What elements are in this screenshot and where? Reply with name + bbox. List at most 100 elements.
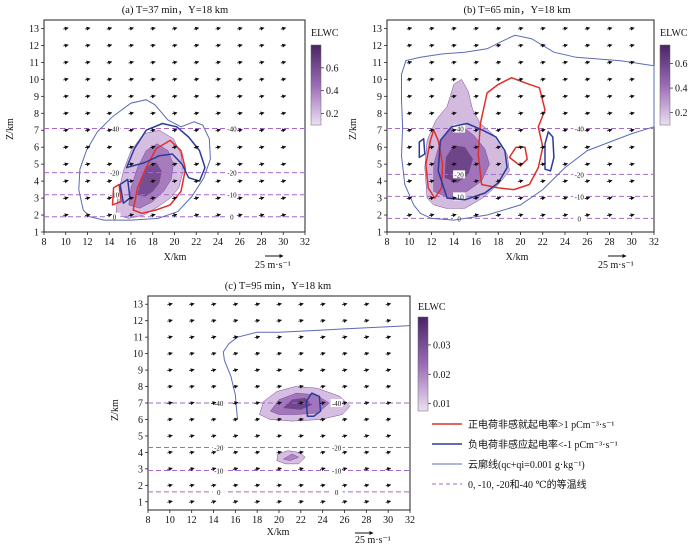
legend-cloud-label: 云廓线(qc+qi=0.001 g·kg⁻¹): [468, 458, 585, 471]
wind-vector: [171, 213, 178, 218]
wind-vector: [540, 128, 546, 133]
wind-vector: [428, 162, 435, 167]
panel-title: (a) T=37 min，Y=18 km: [122, 5, 228, 16]
wind-vector: [473, 77, 479, 82]
wind-vector: [63, 213, 69, 218]
wind-vector: [451, 60, 457, 65]
x-tick-label: 20: [274, 515, 284, 526]
wind-vector: [298, 450, 304, 455]
isotherm-label: -20: [110, 170, 120, 178]
wind-vector: [167, 351, 173, 356]
wind-vector: [106, 111, 113, 116]
wind-vector: [495, 196, 502, 201]
wind-vector: [584, 162, 591, 167]
x-tick-label: 32: [649, 237, 659, 248]
wind-vector: [232, 467, 239, 472]
wind-vector: [210, 500, 217, 504]
cloud-contour: [400, 34, 655, 221]
wind-vector: [215, 43, 221, 48]
y-tick-label: 12: [372, 41, 382, 52]
isotherm-label-bg: [330, 466, 343, 475]
wind-vector: [171, 94, 178, 99]
isotherm-label: -20: [332, 444, 342, 452]
wind-vector: [517, 26, 524, 31]
wind-vector: [385, 401, 392, 406]
wind-vector: [385, 500, 392, 504]
wind-vector: [562, 43, 568, 48]
wind-vector: [276, 384, 282, 389]
colorbar: ELWC 0.2 0.4 0.6: [310, 28, 339, 126]
isotherm-label-bg: [108, 124, 121, 133]
isotherm-label: 0: [217, 489, 221, 497]
wind-vector: [363, 302, 370, 307]
wind-vector: [150, 94, 156, 99]
wind-vector: [320, 368, 326, 373]
wind-vector: [210, 351, 217, 356]
isotherm-label: -40: [214, 400, 224, 408]
wind-vector: [473, 213, 479, 218]
wind-vector: [385, 483, 392, 488]
y-axis-label: Z/km: [5, 118, 16, 140]
wind-vector: [298, 335, 304, 340]
x-tick-label: 8: [146, 515, 151, 526]
wind-vector: [210, 401, 217, 406]
wind-vector: [320, 335, 326, 340]
isotherm-label-bg: [212, 399, 225, 407]
wind-vector: [232, 483, 239, 488]
wind-vector: [320, 401, 326, 406]
wind-vector: [540, 145, 546, 150]
wind-vector: [63, 94, 69, 99]
wind-vector: [254, 335, 261, 340]
wind-vector: [451, 128, 457, 133]
wind-vector: [106, 43, 113, 48]
y-tick-label: 12: [133, 316, 143, 327]
y-tick-label: 6: [34, 143, 39, 154]
x-tick-label: 18: [252, 515, 262, 526]
wind-vector: [428, 43, 435, 48]
wind-vector: [385, 467, 392, 472]
plot-area: -40 -40-20 -20-10 -100 08 10 12 14 16 18 20 22 24 26 2…: [133, 295, 415, 526]
y-tick-label: 11: [372, 58, 382, 69]
x-tick-label: 12: [427, 237, 437, 248]
x-tick-label: 30: [627, 237, 637, 248]
wind-vector: [320, 450, 326, 455]
wind-vector: [629, 213, 635, 218]
isotherm-label-bg: [453, 124, 466, 133]
wind-vector: [320, 351, 326, 356]
wind-vector: [128, 77, 134, 82]
wind-vector: [84, 196, 91, 201]
x-tick-label: 30: [383, 515, 393, 526]
panel-title: (b) T=65 min，Y=18 km: [463, 5, 570, 16]
wind-vector: [210, 335, 217, 340]
x-tick-label: 14: [104, 237, 114, 248]
isotherm-label: -40: [454, 126, 464, 134]
wind-vector: [276, 417, 282, 422]
wind-vector: [276, 318, 282, 323]
wind-vector: [167, 417, 173, 422]
wind-vector: [232, 302, 239, 307]
wind-vector: [406, 162, 413, 167]
wind-vector: [128, 43, 134, 48]
isotherm-label-bg: [573, 124, 586, 133]
wind-vector: [171, 43, 178, 48]
wind-vector: [606, 77, 613, 82]
wind-vector: [150, 196, 156, 201]
wind-vector: [167, 368, 173, 373]
wind-vector: [237, 162, 243, 167]
colorbar-tick-label: 0.6: [326, 63, 339, 74]
negative-charge-contour: [119, 178, 131, 204]
wind-vector: [428, 60, 435, 65]
colorbar-scale: [659, 44, 671, 126]
wind-vector: [280, 213, 287, 218]
wind-vector: [385, 384, 392, 389]
wind-vector: [167, 384, 173, 389]
wind-vector: [258, 196, 265, 201]
wind-vector: [254, 450, 261, 455]
isotherm-label-bg: [108, 168, 121, 177]
isotherm-label: -10: [110, 192, 120, 200]
wind-vector: [189, 351, 195, 356]
wind-vector: [406, 179, 413, 184]
wind-vector: [276, 401, 282, 406]
wind-vector: [128, 60, 134, 65]
wind-vector: [495, 26, 502, 31]
